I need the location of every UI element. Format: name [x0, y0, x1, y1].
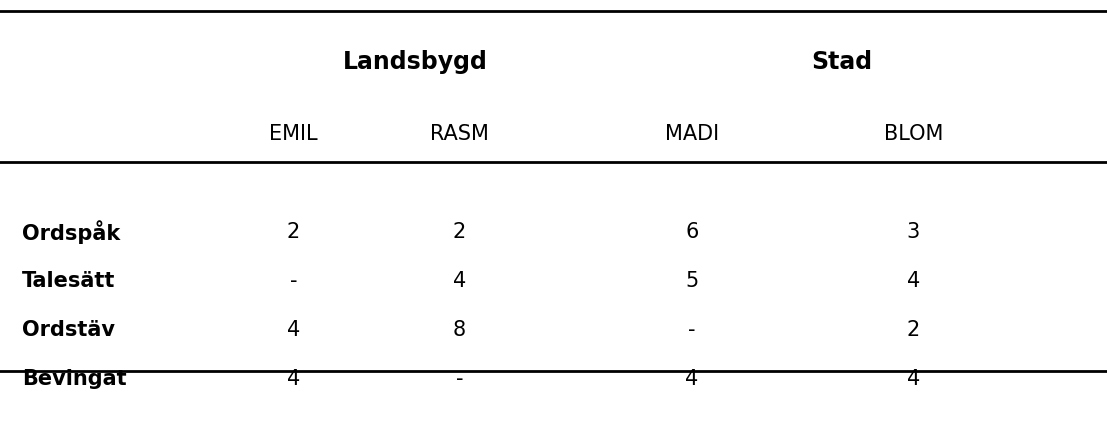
Text: BLOM: BLOM [883, 124, 943, 144]
Text: 2: 2 [453, 222, 466, 242]
Text: 4: 4 [907, 369, 920, 389]
Text: Bevingat: Bevingat [22, 369, 127, 389]
Text: -: - [456, 369, 463, 389]
Text: 4: 4 [287, 320, 300, 340]
Text: Ordspåk: Ordspåk [22, 220, 121, 244]
Text: 4: 4 [453, 271, 466, 291]
Text: Ordstäv: Ordstäv [22, 320, 115, 340]
Text: EMIL: EMIL [269, 124, 318, 144]
Text: Stad: Stad [810, 50, 872, 74]
Text: Talesätt: Talesätt [22, 271, 115, 291]
Text: RASM: RASM [430, 124, 489, 144]
Text: 8: 8 [453, 320, 466, 340]
Text: 4: 4 [287, 369, 300, 389]
Text: 4: 4 [685, 369, 699, 389]
Text: Landsbygd: Landsbygd [343, 50, 487, 74]
Text: 2: 2 [287, 222, 300, 242]
Text: 5: 5 [685, 271, 699, 291]
Text: 4: 4 [907, 271, 920, 291]
Text: MADI: MADI [665, 124, 718, 144]
Text: 3: 3 [907, 222, 920, 242]
Text: 6: 6 [685, 222, 699, 242]
Text: -: - [290, 271, 297, 291]
Text: -: - [689, 320, 695, 340]
Text: 2: 2 [907, 320, 920, 340]
